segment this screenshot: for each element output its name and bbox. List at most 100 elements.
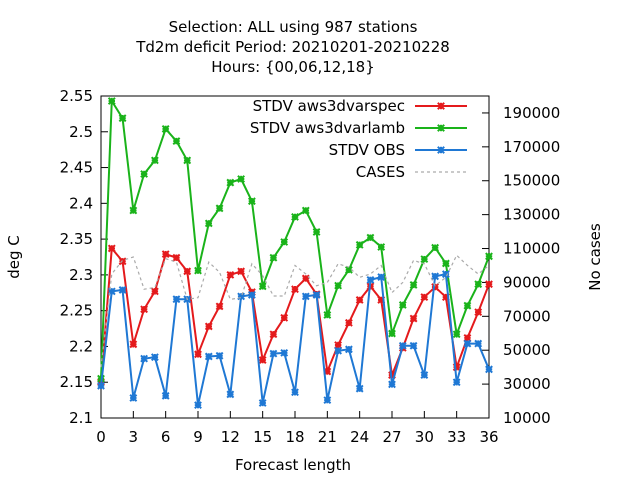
data-point [323, 396, 332, 405]
y-tick-label: 2.55 [60, 87, 93, 105]
data-point [420, 293, 429, 301]
y-tick-label: 2.45 [60, 159, 93, 177]
data-point [441, 270, 450, 279]
data-point [301, 292, 310, 301]
series-layer [97, 97, 493, 410]
data-point [97, 381, 105, 390]
legend-label: STDV OBS [329, 141, 405, 159]
y-tick-label: 2.3 [69, 266, 93, 284]
x-tick-label: 36 [479, 428, 498, 446]
series-line [100, 272, 490, 406]
data-point [194, 266, 202, 275]
data-point [377, 243, 386, 251]
y-tick-label: 2.25 [60, 302, 93, 320]
data-point [334, 281, 343, 290]
data-point [269, 253, 278, 262]
y2-tick-label: 10000 [503, 409, 551, 427]
y-tick-label: 2.5 [69, 123, 93, 141]
data-point [485, 252, 493, 261]
data-point [150, 156, 159, 165]
y2-tick-label: 30000 [503, 375, 551, 393]
data-point [377, 273, 386, 281]
x-tick-label: 27 [382, 428, 401, 446]
y2-axis-label: No cases [586, 223, 604, 291]
data-point [474, 339, 483, 348]
data-point [388, 329, 396, 338]
y2-tick-label: 90000 [503, 273, 551, 291]
data-point [452, 330, 461, 339]
data-point [226, 178, 235, 187]
y2-tick-label: 50000 [503, 341, 551, 359]
x-tick-label: 24 [350, 428, 369, 446]
data-point [107, 97, 116, 105]
data-point [161, 125, 170, 133]
data-point [280, 348, 289, 357]
title-line-3: Hours: {00,06,12,18} [211, 58, 375, 76]
x-tick-label: 3 [129, 428, 139, 446]
data-point [388, 380, 396, 389]
data-point [204, 219, 213, 228]
data-point [280, 238, 289, 246]
data-point [183, 156, 192, 165]
data-point [269, 349, 278, 358]
x-tick-label: 18 [285, 428, 304, 446]
data-point [204, 352, 213, 361]
y-tick-label: 2.2 [69, 337, 93, 355]
data-point [291, 285, 299, 294]
data-point [194, 401, 202, 410]
legend-label: STDV aws3dvarlamb [250, 119, 405, 137]
data-point [474, 280, 483, 289]
data-point [140, 170, 149, 178]
data-point [129, 340, 138, 349]
data-point [441, 259, 450, 268]
data-point [280, 313, 289, 322]
legend-label: STDV aws3dvarspec [253, 97, 405, 115]
data-point [409, 341, 418, 350]
data-point [161, 250, 170, 259]
series-line [100, 97, 490, 379]
data-point [312, 228, 321, 236]
data-point [226, 390, 235, 399]
data-point [172, 295, 181, 304]
y-tick-label: 2.15 [60, 373, 93, 391]
data-point [474, 308, 483, 317]
y-tick-label: 2.4 [69, 194, 93, 212]
x-tick-label: 33 [447, 428, 466, 446]
data-point [183, 267, 192, 276]
legend: STDV aws3dvarspec STDV aws3dvarlamb STDV O… [250, 97, 467, 181]
data-point [258, 356, 267, 364]
title-line-2: Td2m deficit Period: 20210201-20210228 [135, 38, 450, 56]
data-point [215, 302, 224, 311]
data-point [129, 206, 138, 215]
x-tick-label: 0 [96, 428, 106, 446]
x-tick-label: 6 [161, 428, 171, 446]
x-axis: 0 3 6 9 12 15 18 21 24 27 30 33 36 [96, 411, 499, 446]
data-point [291, 213, 299, 221]
y2-tick-label: 170000 [503, 138, 560, 156]
data-point [247, 197, 256, 206]
data-point [334, 346, 343, 355]
series-line [100, 254, 490, 368]
data-point [452, 378, 461, 387]
data-point [215, 204, 224, 213]
y2-tick-label: 70000 [503, 307, 551, 325]
data-point [420, 371, 429, 379]
data-point [150, 287, 159, 296]
data-point [237, 175, 246, 183]
data-point [463, 301, 472, 310]
data-point [107, 244, 116, 253]
data-point [118, 114, 127, 123]
data-point [301, 206, 310, 215]
data-point [344, 345, 353, 354]
data-point [334, 341, 343, 349]
data-point [258, 282, 267, 291]
data-point [258, 399, 267, 407]
data-point [301, 274, 310, 283]
data-point [431, 272, 440, 281]
data-point [312, 291, 321, 299]
legend-label: CASES [356, 163, 405, 181]
data-point [366, 233, 375, 242]
data-point [215, 351, 224, 360]
title-line-1: Selection: ALL using 987 stations [169, 18, 418, 36]
